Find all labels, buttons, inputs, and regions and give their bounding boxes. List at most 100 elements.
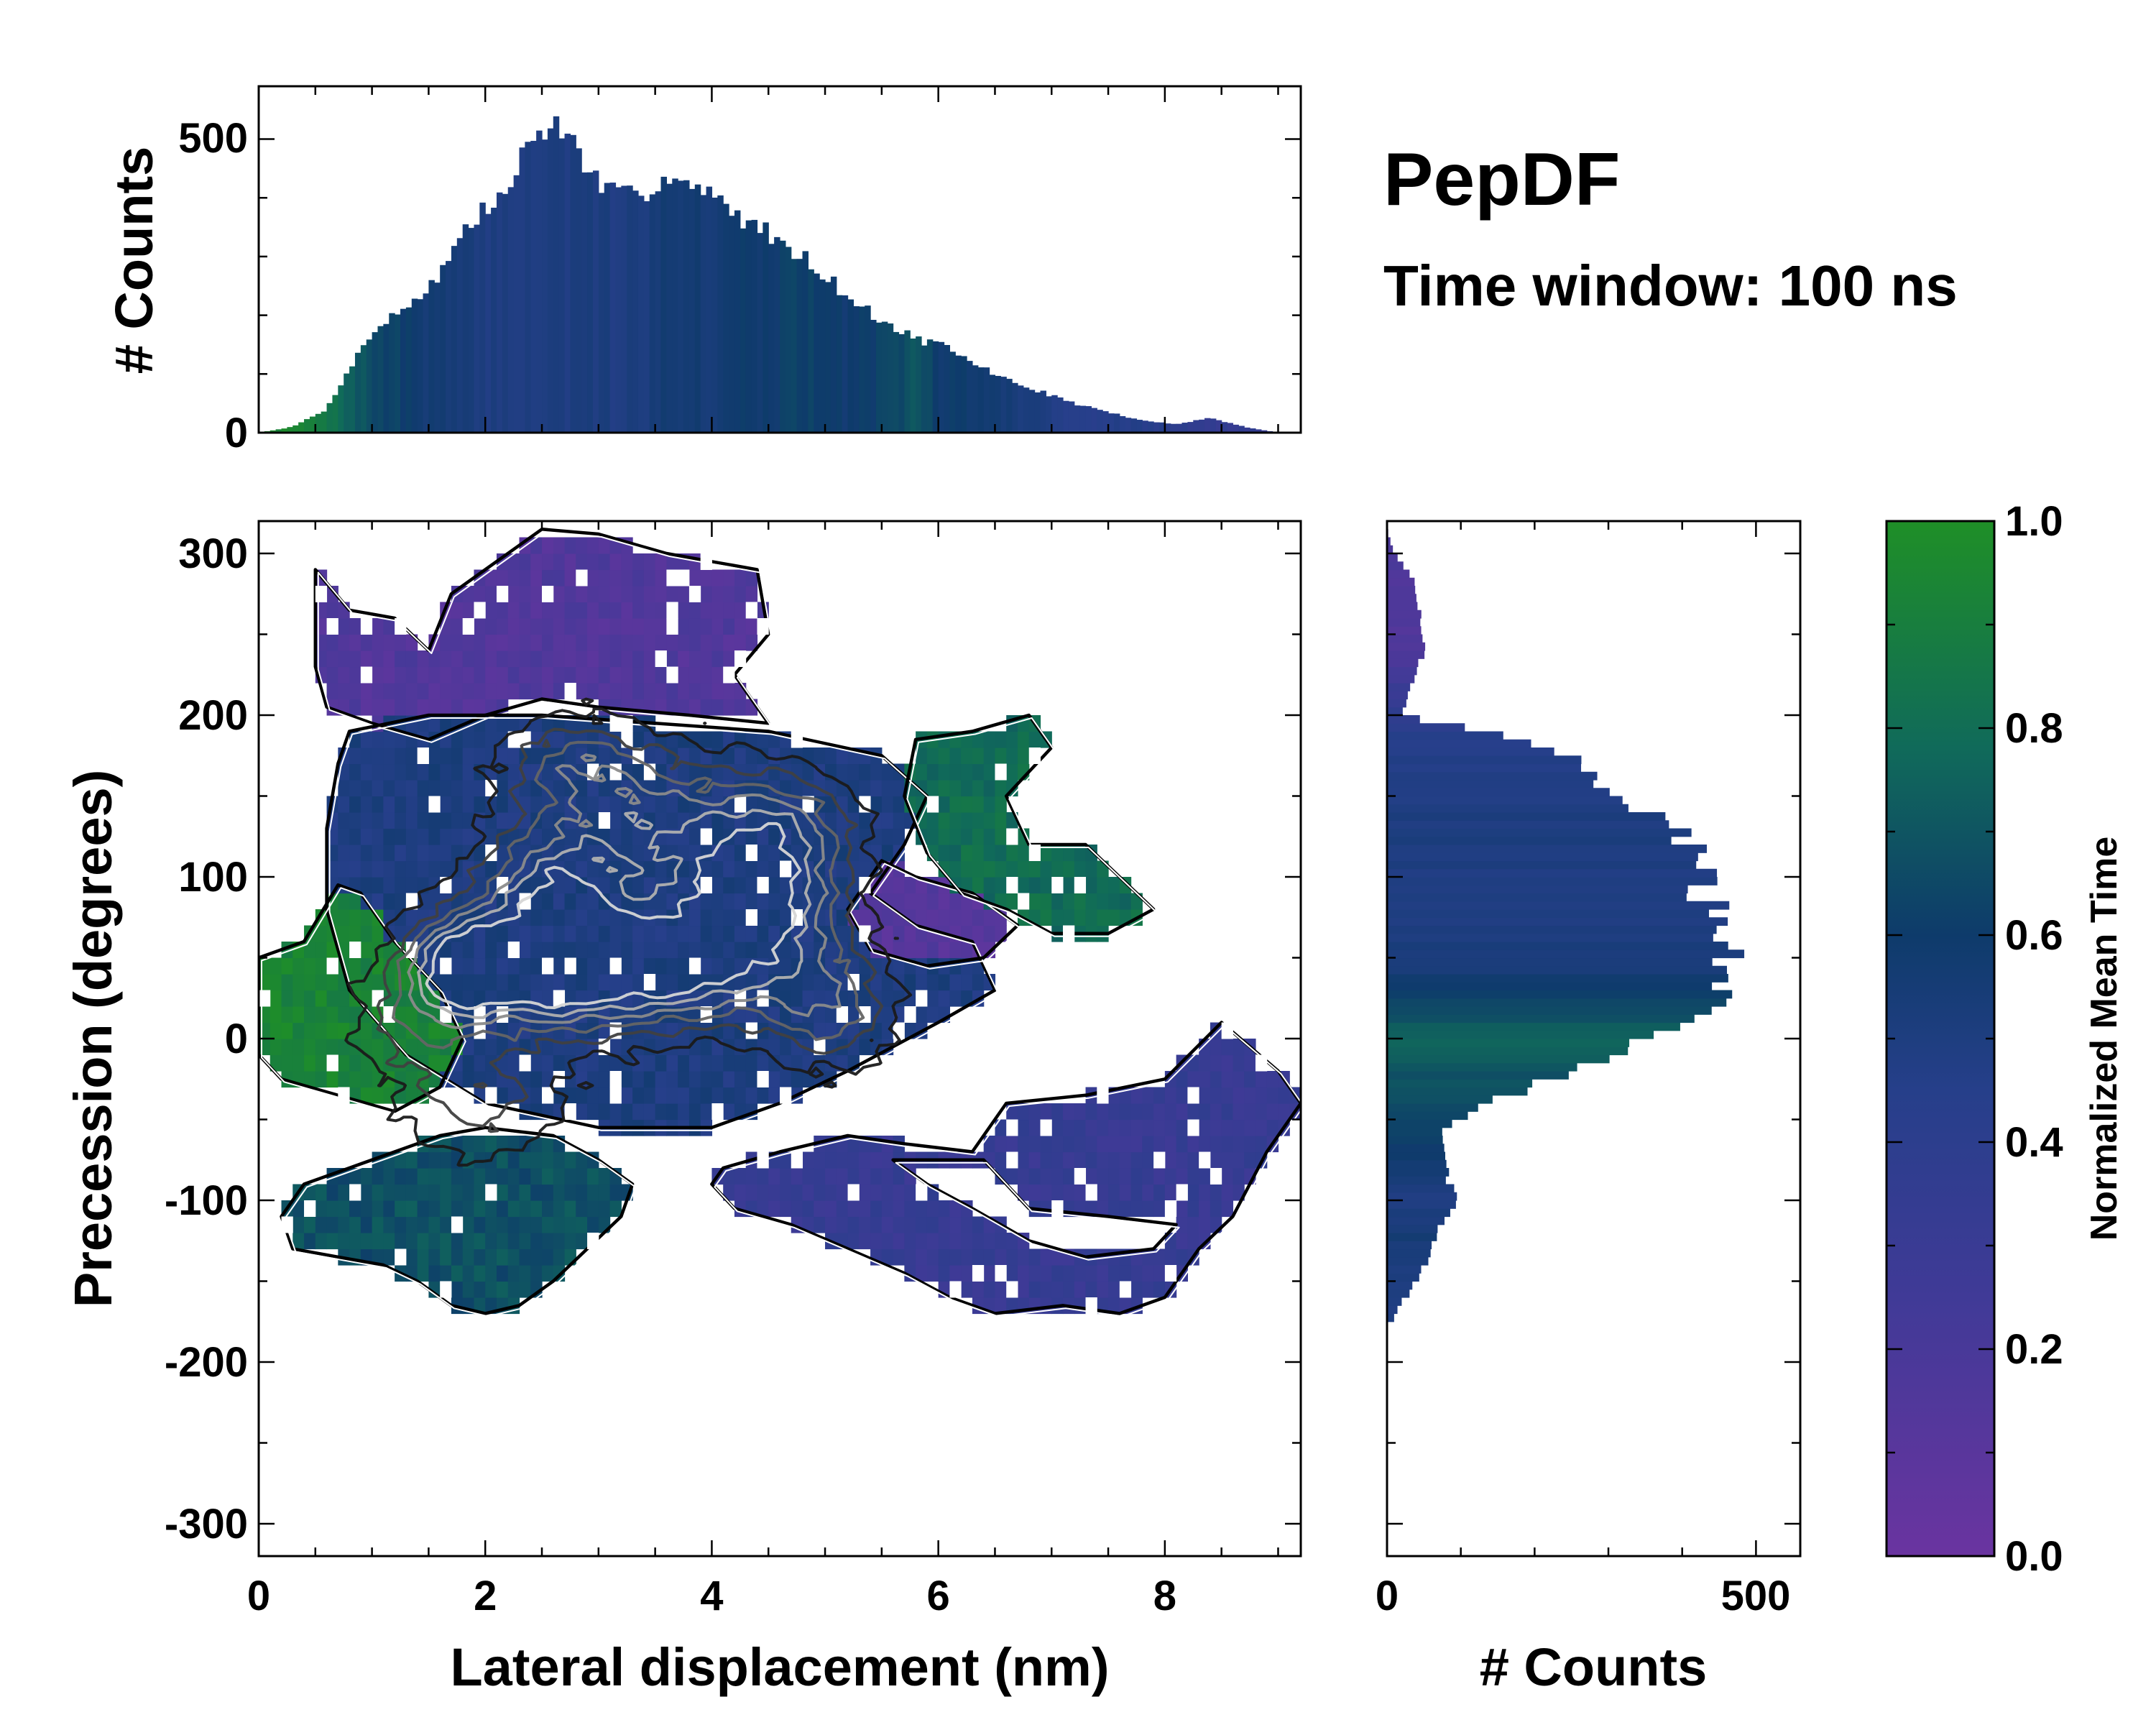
empty-bin xyxy=(1051,1200,1064,1217)
top-histogram-bar xyxy=(553,116,560,433)
heatmap-cell xyxy=(688,845,701,862)
heatmap-cell xyxy=(1040,1281,1052,1298)
heatmap-cell xyxy=(417,650,430,668)
heatmap-cell xyxy=(745,812,758,829)
heatmap-cell xyxy=(417,1233,430,1250)
heatmap-cell xyxy=(349,683,361,700)
heatmap-cell xyxy=(598,990,611,1007)
heatmap-cell xyxy=(372,893,384,910)
heatmap-cell xyxy=(576,1233,588,1250)
heatmap-cell xyxy=(530,1054,543,1072)
heatmap-cell xyxy=(440,1265,452,1282)
heatmap-cell xyxy=(688,925,701,942)
top-histogram-bar xyxy=(315,413,322,433)
top-histogram-frame xyxy=(257,85,1302,434)
top-histogram-bar xyxy=(938,341,945,433)
heatmap-cell xyxy=(1028,1184,1041,1201)
heatmap-cell xyxy=(655,1087,667,1104)
heatmap-cell xyxy=(1233,1168,1245,1185)
heatmap-cell xyxy=(1051,1265,1064,1282)
heatmap-cell xyxy=(270,957,282,975)
heatmap-cell xyxy=(462,796,475,813)
heatmap-cell xyxy=(1119,893,1132,910)
heatmap-cell xyxy=(734,569,747,586)
heatmap-cell xyxy=(417,1200,430,1218)
heatmap-cell xyxy=(417,796,430,813)
empty-bin xyxy=(711,1103,724,1120)
heatmap-cell xyxy=(1244,1151,1256,1169)
top-histogram-bar xyxy=(1068,401,1075,433)
heatmap-cell xyxy=(519,1184,531,1201)
heatmap-cell xyxy=(1153,1200,1166,1218)
heatmap-cell xyxy=(1130,1151,1143,1169)
heatmap-cell xyxy=(688,666,701,684)
empty-bin xyxy=(643,974,656,990)
heatmap-cell xyxy=(440,650,452,668)
heatmap-cell xyxy=(814,990,826,1007)
heatmap-cell xyxy=(1153,1281,1166,1298)
heatmap-cell xyxy=(576,683,588,700)
heatmap-cell xyxy=(338,1233,350,1250)
heatmap-cell xyxy=(553,537,566,554)
heatmap-cell xyxy=(1097,1281,1109,1298)
empty-bin xyxy=(609,1087,622,1104)
heatmap-cell xyxy=(587,602,599,619)
heatmap-cell xyxy=(1187,1103,1199,1121)
right-histogram-bar xyxy=(1387,1281,1413,1290)
heatmap-cell xyxy=(315,1006,328,1024)
heatmap-cell xyxy=(338,812,350,829)
heatmap-cell xyxy=(530,1184,543,1201)
heatmap-cell xyxy=(643,925,656,942)
figure-subtitle: Time window: 100 ns xyxy=(1383,254,1958,318)
heatmap-cell xyxy=(451,812,464,829)
empty-bin xyxy=(1187,1087,1199,1104)
empty-bin xyxy=(757,990,769,1007)
heatmap-cell xyxy=(961,763,973,781)
heatmap-cell xyxy=(576,650,588,668)
heatmap-cell xyxy=(462,1071,475,1088)
empty-bin xyxy=(814,1039,826,1055)
heatmap-cell xyxy=(440,1248,452,1266)
heatmap-cell xyxy=(507,748,520,765)
heatmap-cell xyxy=(926,1006,939,1024)
heatmap-cell xyxy=(326,1216,338,1233)
heatmap-cell xyxy=(451,1248,464,1266)
heatmap-cell xyxy=(1085,1265,1097,1282)
heatmap-cell xyxy=(734,942,747,959)
heatmap-cell xyxy=(734,877,747,894)
heatmap-cell xyxy=(587,1087,599,1104)
heatmap-cell xyxy=(530,845,543,862)
heatmap-cell xyxy=(655,1103,667,1121)
heatmap-cell xyxy=(995,1248,1007,1266)
heatmap-cell xyxy=(655,553,667,571)
heatmap-cell xyxy=(462,990,475,1007)
heatmap-cell xyxy=(405,1216,418,1233)
heatmap-cell xyxy=(383,1022,395,1039)
top-histogram-bar xyxy=(660,176,667,433)
heatmap-cell xyxy=(609,974,622,991)
heatmap-cell xyxy=(587,618,599,635)
empty-bin xyxy=(700,877,712,893)
heatmap-cell xyxy=(587,1168,599,1185)
heatmap-cell xyxy=(655,893,667,910)
heatmap-cell xyxy=(519,1200,531,1218)
heatmap-cell xyxy=(938,780,951,797)
right-histogram-bar xyxy=(1387,1273,1419,1282)
heatmap-cell xyxy=(768,860,780,878)
empty-bin xyxy=(542,957,554,975)
heatmap-cell xyxy=(678,666,690,684)
heatmap-cell xyxy=(462,1054,475,1072)
heatmap-cell xyxy=(485,974,497,991)
heatmap-cell xyxy=(395,1200,407,1218)
heatmap-cell xyxy=(678,618,690,635)
heatmap-cell xyxy=(666,650,678,668)
heatmap-cell xyxy=(688,699,701,716)
heatmap-cell xyxy=(474,1297,486,1315)
heatmap-cell xyxy=(938,942,951,959)
right-histogram-bar xyxy=(1387,828,1692,837)
heatmap-cell xyxy=(1244,1071,1256,1088)
heatmap-cell xyxy=(734,909,747,926)
heatmap-cell xyxy=(428,1200,441,1218)
heatmap-cell xyxy=(598,618,611,635)
heatmap-cell xyxy=(1063,845,1075,862)
